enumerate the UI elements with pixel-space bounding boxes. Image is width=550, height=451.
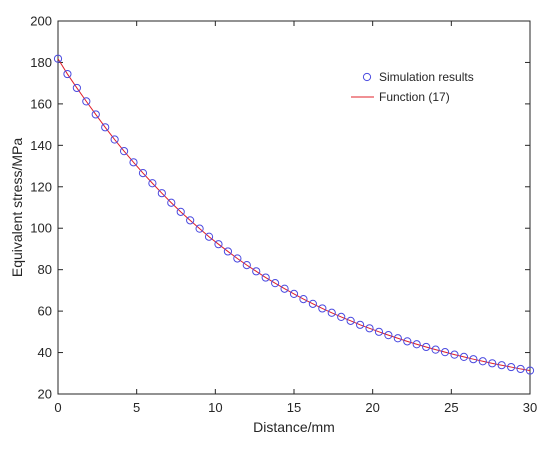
y-tick-label: 80 — [38, 262, 52, 277]
x-tick-label: 20 — [365, 400, 379, 415]
data-point-simulation — [110, 135, 119, 144]
data-point-simulation — [167, 198, 176, 207]
data-point-simulation — [271, 279, 280, 288]
x-tick-label: 0 — [54, 400, 61, 415]
y-tick-label: 40 — [38, 345, 52, 360]
y-tick-label: 20 — [38, 387, 52, 402]
data-point-simulation — [488, 359, 497, 368]
data-point-simulation — [469, 355, 478, 364]
data-point-simulation — [82, 97, 91, 106]
data-point-simulation — [516, 364, 525, 374]
data-point-simulation — [403, 337, 412, 346]
series-layer — [53, 54, 535, 375]
y-tick-label: 160 — [30, 96, 52, 111]
data-point-simulation — [119, 147, 129, 156]
data-point-simulation — [261, 273, 270, 282]
data-point-simulation — [374, 327, 384, 336]
data-point-simulation — [327, 308, 336, 317]
y-tick-label: 180 — [30, 55, 52, 70]
legend-label-simulation: Simulation results — [379, 70, 474, 84]
data-point-simulation — [53, 54, 63, 63]
data-point-simulation — [289, 289, 299, 299]
data-point-simulation — [299, 294, 308, 304]
y-tick-label: 200 — [30, 14, 52, 29]
data-point-simulation — [431, 345, 440, 354]
data-point-simulation — [157, 189, 166, 198]
data-point-simulation — [525, 366, 535, 375]
data-point-simulation — [204, 232, 214, 241]
data-point-simulation — [497, 361, 506, 370]
y-axis: 20 40 60 80 100 120 140 160 180 200 — [30, 14, 530, 402]
data-point-simulation — [195, 224, 204, 233]
data-point-simulation — [138, 169, 148, 178]
x-axis-label: Distance/mm — [253, 419, 335, 435]
y-tick-label: 100 — [30, 221, 52, 236]
data-point-simulation — [478, 357, 487, 366]
legend-box — [343, 63, 490, 111]
data-point-simulation — [507, 362, 516, 372]
data-point-simulation — [393, 334, 402, 343]
x-tick-label: 30 — [523, 400, 537, 415]
x-tick-label: 25 — [444, 400, 458, 415]
data-point-simulation — [101, 123, 110, 132]
x-axis: 0 5 10 15 20 25 30 — [54, 21, 537, 415]
data-point-simulation — [63, 69, 72, 79]
data-point-simulation — [280, 284, 289, 293]
data-point-simulation — [186, 216, 195, 225]
data-point-simulation — [72, 83, 81, 93]
y-tick-label: 140 — [30, 138, 52, 153]
data-point-simulation — [242, 261, 251, 270]
data-point-simulation — [223, 247, 233, 256]
data-point-simulation — [176, 207, 185, 216]
data-point-simulation — [337, 312, 346, 322]
data-point-simulation — [412, 340, 421, 349]
data-point-simulation — [355, 320, 365, 329]
data-point-simulation — [308, 299, 317, 308]
data-point-simulation — [129, 158, 138, 167]
x-tick-label: 5 — [133, 400, 140, 415]
data-point-simulation — [91, 110, 100, 119]
y-tick-label: 60 — [38, 304, 52, 319]
x-tick-label: 10 — [208, 400, 222, 415]
legend-marker-simulation — [362, 72, 372, 82]
data-point-simulation — [459, 352, 469, 362]
x-tick-label: 15 — [287, 400, 301, 415]
legend-label-function: Function (17) — [379, 90, 450, 104]
y-axis-label: Equivalent stress/MPa — [9, 138, 25, 277]
data-point-simulation — [384, 331, 393, 340]
data-point-simulation — [346, 316, 355, 325]
data-point-simulation — [365, 324, 374, 333]
legend: Simulation results Function (17) — [343, 63, 490, 111]
data-point-simulation — [450, 350, 459, 359]
data-point-simulation — [318, 304, 327, 313]
data-point-simulation — [422, 342, 431, 352]
data-point-simulation — [252, 267, 261, 276]
data-point-simulation — [148, 179, 157, 188]
data-point-simulation — [440, 348, 450, 357]
y-tick-label: 120 — [30, 179, 52, 194]
data-point-simulation — [233, 254, 242, 263]
data-point-simulation — [214, 240, 223, 249]
